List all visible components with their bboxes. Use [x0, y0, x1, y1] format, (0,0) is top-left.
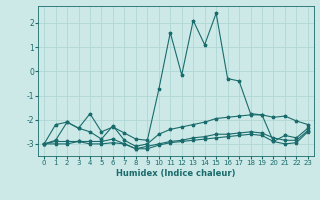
X-axis label: Humidex (Indice chaleur): Humidex (Indice chaleur): [116, 169, 236, 178]
